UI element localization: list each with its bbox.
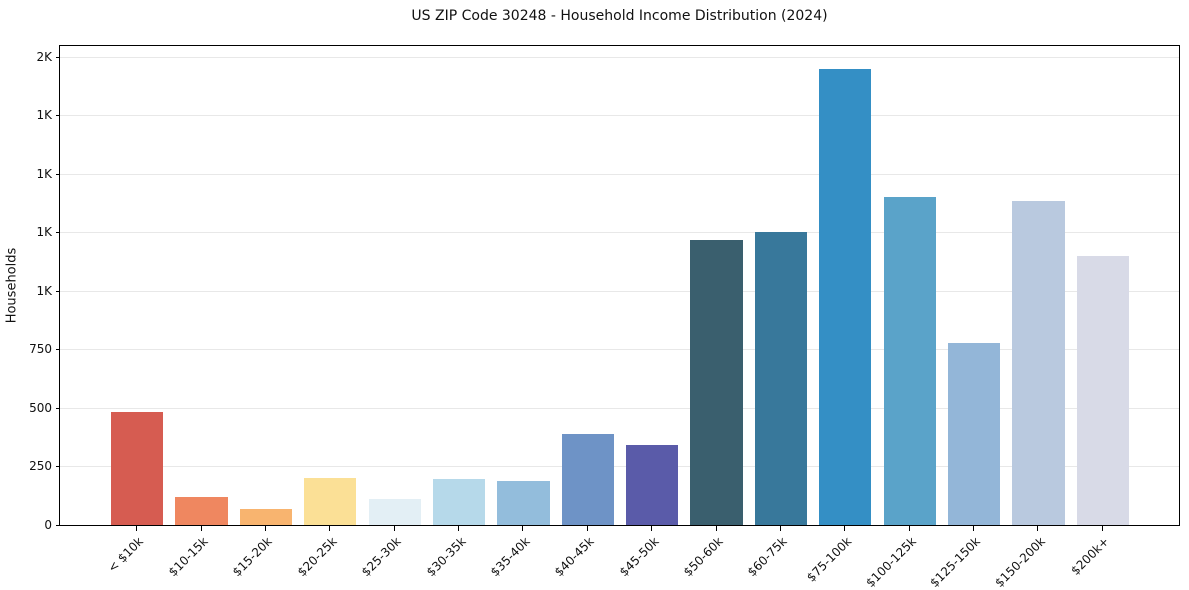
x-tick-mark xyxy=(651,526,653,531)
chart-title: US ZIP Code 30248 - Household Income Dis… xyxy=(411,8,828,24)
x-tick-mark xyxy=(329,526,331,531)
y-tick-mark xyxy=(56,115,60,117)
y-tick-label: 500 xyxy=(29,400,52,415)
bar-slot: $60-75k xyxy=(745,46,813,579)
x-tick-mark xyxy=(200,526,202,531)
gridline xyxy=(60,466,1179,468)
gridline xyxy=(60,115,1179,117)
x-tick-mark xyxy=(973,526,975,531)
x-tick-label: $60-75k xyxy=(745,534,791,580)
bar-$100-125k xyxy=(883,197,936,525)
y-axis-label: Households xyxy=(4,247,20,324)
bar-$150-200k xyxy=(1012,201,1065,525)
y-tick-mark xyxy=(56,407,60,409)
bar-slot: $15-20k xyxy=(230,46,298,579)
bar-slot: $35-40k xyxy=(488,46,555,579)
bar-$60-75k xyxy=(754,232,807,525)
y-tick-label: 1K xyxy=(36,225,52,240)
x-tick-label: $75-100k xyxy=(804,534,855,585)
gridline xyxy=(60,56,1179,58)
bar-$15-20k xyxy=(239,508,292,525)
bar-slot: $45-50k xyxy=(617,46,684,579)
x-tick-mark xyxy=(1037,526,1039,531)
y-tick-label: 0 xyxy=(44,518,52,532)
bar-$125-150k xyxy=(947,343,1001,525)
y-tick-mark xyxy=(56,290,60,292)
x-tick-label: $20-25k xyxy=(294,534,340,580)
bars-layer: < $10k $10-15k $15-20k $20-25k $25-30k $30-35… xyxy=(60,46,1179,590)
y-tick-mark xyxy=(56,173,60,175)
x-tick-label: $50-60k xyxy=(680,534,726,580)
bar-slot: < $10k xyxy=(105,46,169,575)
plot-area: 0 250 500 750 1K 1K 1K 1K 2K < $10k $10-15k $15-20… xyxy=(29,45,1180,590)
gridline xyxy=(60,349,1179,351)
x-tick-label: $45-50k xyxy=(616,534,662,580)
bar-slot: $75-100k xyxy=(804,46,877,585)
x-tick-mark xyxy=(393,526,395,531)
x-tick-mark xyxy=(458,526,460,531)
gridline xyxy=(60,407,1179,409)
bar-slot: $10-15k xyxy=(166,46,233,579)
bar-$10-15k xyxy=(175,496,228,525)
bar-slot: $40-45k xyxy=(552,46,620,579)
bar-slot: $150-200k xyxy=(992,46,1070,590)
x-tick-mark xyxy=(1101,526,1103,531)
y-tick-mark xyxy=(56,525,60,526)
x-tick-mark xyxy=(779,526,781,531)
x-tick-label: $25-30k xyxy=(359,534,404,580)
x-tick-label: $40-45k xyxy=(552,534,598,580)
gridline xyxy=(60,290,1179,292)
bar-slot: $125-150k xyxy=(928,46,1006,590)
x-tick-mark xyxy=(715,526,717,531)
x-tick-mark xyxy=(136,526,138,531)
bar-$45-50k xyxy=(626,445,679,525)
x-tick-label: $35-40k xyxy=(487,534,533,580)
bar-slot: $200k+ xyxy=(1068,46,1135,578)
x-tick-label: $200k+ xyxy=(1068,534,1113,578)
bar-slot: $30-35k xyxy=(423,46,491,579)
y-tick-mark xyxy=(56,56,60,58)
bar-$25-30k xyxy=(368,499,421,525)
x-tick-label: $15-20k xyxy=(230,534,276,580)
y-tick-label: 1K xyxy=(36,166,52,181)
bar-slot: $50-60k xyxy=(681,46,748,579)
y-tick-mark xyxy=(56,466,60,468)
x-tick-mark xyxy=(264,526,266,531)
gridline xyxy=(60,173,1179,175)
bar-< $10k xyxy=(111,411,164,525)
x-tick-mark xyxy=(844,526,846,531)
x-tick-label: < $10k xyxy=(105,534,147,576)
bar-$35-40k xyxy=(497,480,550,525)
y-tick-mark xyxy=(56,349,60,351)
bar-slot: $100-125k xyxy=(863,46,942,590)
bar-$75-100k xyxy=(819,68,872,525)
y-tick-label: 1K xyxy=(36,283,52,298)
bar-slot: $25-30k xyxy=(359,46,427,579)
bar-$30-35k xyxy=(432,479,486,525)
gridline xyxy=(60,232,1179,234)
bar-slot: $20-25k xyxy=(295,46,362,579)
x-tick-label: $100-125k xyxy=(863,534,919,590)
x-tick-mark xyxy=(586,526,588,531)
x-tick-label: $30-35k xyxy=(423,534,469,580)
x-tick-label: $10-15k xyxy=(165,534,211,580)
x-tick-mark xyxy=(908,526,910,531)
x-tick-mark xyxy=(522,526,524,531)
x-tick-label: $125-150k xyxy=(927,534,984,590)
bar-$50-60k xyxy=(690,240,743,525)
x-tick-label: $150-200k xyxy=(991,534,1048,590)
y-tick-label: 250 xyxy=(29,459,52,474)
y-tick-label: 750 xyxy=(29,342,52,357)
y-tick-label: 2K xyxy=(36,49,52,64)
bar-$20-25k xyxy=(304,478,357,525)
bar-$40-45k xyxy=(561,434,614,525)
y-tick-mark xyxy=(56,232,60,234)
y-tick-label: 1K xyxy=(36,108,52,123)
bar-$200k+ xyxy=(1076,256,1129,525)
